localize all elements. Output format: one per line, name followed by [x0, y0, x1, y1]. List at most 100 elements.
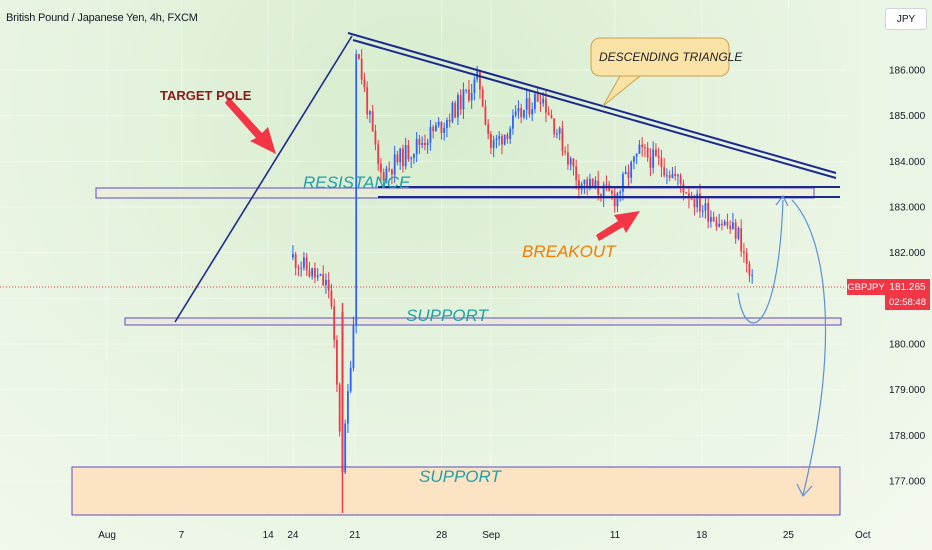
- triangle-upper-line-1: [347, 32, 837, 174]
- candle-body: [479, 71, 481, 90]
- candle-body: [539, 101, 542, 104]
- candle-body: [740, 228, 743, 252]
- candle-body: [396, 154, 399, 163]
- candle-body: [646, 147, 649, 158]
- candle-body: [454, 102, 457, 118]
- candle-body: [352, 324, 355, 369]
- projection-bounce-arrowhead: [775, 194, 789, 207]
- candle-body: [503, 134, 506, 145]
- candle-body: [611, 190, 613, 194]
- candle-body: [690, 198, 693, 200]
- candle-body: [294, 254, 297, 268]
- candle-body: [336, 340, 338, 385]
- candle-body: [583, 179, 586, 185]
- candle-body: [393, 154, 396, 175]
- candle-body: [363, 79, 366, 88]
- x-tick-label: 18: [696, 530, 708, 541]
- candle-body: [721, 223, 723, 225]
- candle-body: [399, 148, 402, 163]
- candle-body: [297, 267, 300, 269]
- candle-body: [674, 174, 677, 176]
- candle-body: [333, 306, 336, 341]
- y-axis: 186.000185.000184.000183.000182.000181.0…: [889, 66, 926, 488]
- candle-body: [338, 384, 341, 432]
- candle-body: [547, 112, 550, 116]
- candle-body: [470, 93, 473, 101]
- candle-body: [391, 169, 393, 175]
- callout-box: [590, 37, 730, 77]
- candle-body: [495, 138, 498, 141]
- candle-body: [718, 223, 721, 227]
- candle-body: [424, 142, 426, 146]
- candle-body: [685, 192, 688, 194]
- resistance-label: RESISTANCE: [303, 173, 411, 192]
- candle-body: [627, 172, 630, 178]
- candle-body: [630, 161, 633, 178]
- candle-body: [696, 193, 699, 208]
- candle-body: [506, 134, 509, 140]
- candle-body: [374, 130, 377, 145]
- candle-body: [624, 172, 627, 174]
- descending-triangle-callout: [590, 37, 730, 107]
- candle-body: [710, 217, 712, 222]
- candle-body: [591, 178, 594, 187]
- x-tick-label: 7: [179, 530, 185, 541]
- candle-body: [413, 154, 415, 158]
- candle-body: [498, 136, 501, 139]
- support-box-upper: [124, 317, 842, 326]
- currency-button[interactable]: JPY: [885, 8, 927, 30]
- candle-body: [655, 149, 657, 156]
- support-upper-label: SUPPORT: [406, 306, 488, 325]
- candle-body: [726, 221, 729, 226]
- candle-body: [322, 273, 325, 286]
- candle-body: [388, 168, 391, 170]
- candle-body: [468, 89, 470, 101]
- symbol-price-tag: GBPJPY: [847, 279, 885, 295]
- candle-body: [677, 175, 679, 177]
- candle-body: [377, 144, 380, 164]
- candle-body: [501, 136, 503, 145]
- candle-body: [360, 58, 363, 80]
- x-tick-label: 11: [610, 530, 621, 541]
- candle-body: [743, 251, 745, 254]
- candle-body: [569, 158, 572, 165]
- candle-body: [564, 151, 567, 153]
- candle-body: [572, 158, 575, 167]
- candle-body: [492, 140, 495, 148]
- candle-body: [465, 89, 468, 91]
- candle-body: [693, 199, 696, 208]
- y-tick-label: 185.000: [889, 111, 926, 122]
- candle-body: [589, 178, 591, 188]
- candle-body: [525, 98, 528, 111]
- x-tick-label: 25: [783, 530, 795, 541]
- candle-body: [457, 95, 459, 118]
- candle-body: [517, 108, 520, 112]
- candle-body: [701, 210, 704, 212]
- candle-body: [602, 184, 605, 199]
- candle-body: [514, 111, 517, 116]
- candle-body: [578, 180, 580, 190]
- candle-body: [429, 127, 432, 143]
- target-pole-line: [174, 35, 353, 323]
- candle-body: [292, 254, 294, 258]
- candles: [292, 49, 754, 513]
- candle-body: [575, 166, 578, 181]
- x-tick-label: 28: [436, 530, 448, 541]
- y-tick-label: 182.000: [889, 248, 926, 259]
- candle-body: [729, 225, 732, 229]
- candle-body: [418, 138, 421, 145]
- candle-body: [635, 153, 638, 157]
- candle-body: [619, 191, 622, 194]
- x-tick-label: Aug: [98, 530, 116, 541]
- candle-body: [369, 111, 371, 115]
- callout-pointer: [602, 75, 642, 107]
- candle-body: [707, 203, 710, 222]
- candle-body: [528, 98, 531, 115]
- projection-drop-arrowhead: [796, 483, 813, 498]
- candle-body: [520, 108, 523, 118]
- candle-body: [536, 93, 539, 102]
- candle-body: [641, 144, 644, 148]
- candle-body: [316, 275, 319, 278]
